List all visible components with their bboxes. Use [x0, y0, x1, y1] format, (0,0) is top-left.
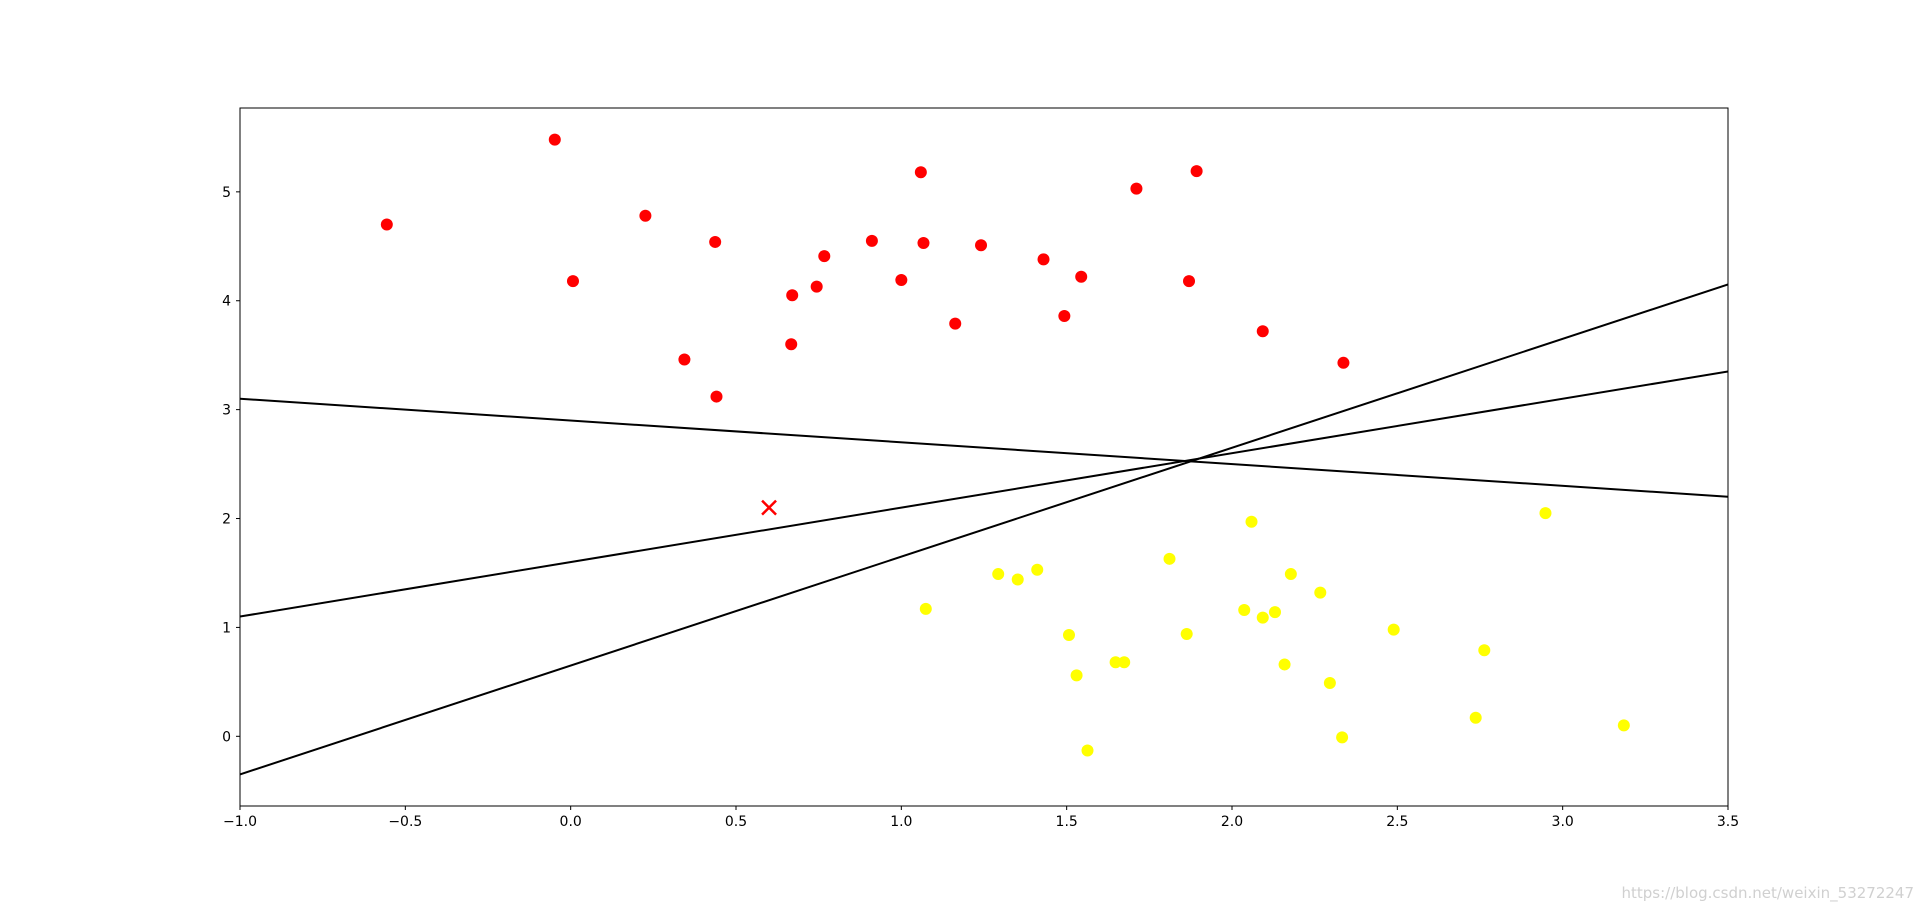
point [709, 235, 722, 248]
axes-frame [239, 107, 1729, 807]
point [678, 353, 691, 366]
y-tick-label: 1 [222, 620, 231, 636]
point [710, 390, 723, 403]
point [914, 166, 927, 179]
x-tick-label: 2.0 [1221, 814, 1243, 830]
point [1256, 325, 1269, 338]
point [1130, 182, 1143, 195]
line [240, 370, 1728, 618]
point [1180, 627, 1193, 640]
point [1314, 586, 1327, 599]
point [1075, 270, 1088, 283]
point [785, 338, 798, 351]
line [240, 283, 1728, 776]
point [639, 209, 652, 222]
point [1062, 629, 1075, 642]
point [917, 237, 930, 250]
point [548, 133, 561, 146]
point [1109, 656, 1122, 669]
y-tick-label: 4 [222, 294, 231, 310]
point [1268, 606, 1281, 619]
point [1081, 744, 1094, 757]
x-tick-label: 3.0 [1552, 814, 1574, 830]
point [786, 289, 799, 302]
point [1336, 731, 1349, 744]
point [1284, 568, 1297, 581]
point [949, 317, 962, 330]
point [865, 234, 878, 247]
point [919, 602, 932, 615]
point [1118, 656, 1131, 669]
x-tick-label: 3.5 [1717, 814, 1739, 830]
plot-area [240, 133, 1728, 776]
point [1245, 515, 1258, 528]
point [975, 239, 988, 252]
point [1387, 623, 1400, 636]
point [380, 218, 393, 231]
point [1190, 165, 1203, 178]
point [818, 250, 831, 263]
point [1539, 507, 1552, 520]
x-tick-label: −0.5 [388, 814, 422, 830]
cross-marker [761, 499, 777, 516]
point [1163, 552, 1176, 565]
y-tick-label: 0 [222, 729, 231, 745]
x-tick-label: 0.5 [725, 814, 747, 830]
watermark: https://blog.csdn.net/weixin_53272247 [1621, 884, 1914, 903]
point [1037, 253, 1050, 266]
point [992, 568, 1005, 581]
point [1469, 711, 1482, 724]
point [1031, 563, 1044, 576]
x-tick-label: 2.5 [1386, 814, 1408, 830]
point [1238, 603, 1251, 616]
point [1183, 275, 1196, 288]
y-tick-label: 3 [222, 403, 231, 419]
point [810, 280, 823, 293]
x-tick-label: 0.0 [560, 814, 582, 830]
point [1011, 573, 1024, 586]
x-tick-label: −1.0 [223, 814, 257, 830]
point [1058, 309, 1071, 322]
point [1337, 356, 1350, 369]
x-tick-label: 1.5 [1056, 814, 1078, 830]
x-tick-label: 1.0 [890, 814, 912, 830]
line [240, 397, 1728, 498]
point [1617, 719, 1630, 732]
point [566, 275, 579, 288]
point [1256, 611, 1269, 624]
point [895, 274, 908, 287]
y-tick-label: 5 [222, 185, 231, 201]
point [1070, 669, 1083, 682]
y-tick-label: 2 [222, 512, 231, 528]
point [1278, 658, 1291, 671]
point [1323, 676, 1336, 689]
point [1478, 644, 1491, 657]
